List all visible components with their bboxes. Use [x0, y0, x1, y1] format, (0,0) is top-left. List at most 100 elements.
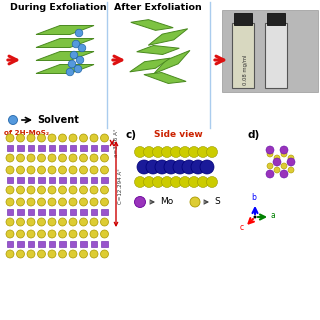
Circle shape [6, 134, 14, 142]
Circle shape [173, 160, 187, 174]
Circle shape [90, 154, 98, 162]
Bar [101, 241, 108, 247]
Circle shape [37, 250, 45, 258]
Circle shape [69, 230, 77, 238]
Circle shape [267, 163, 273, 169]
Bar [7, 209, 13, 215]
Circle shape [27, 186, 35, 194]
Circle shape [171, 147, 181, 157]
Circle shape [75, 29, 83, 37]
Circle shape [90, 230, 98, 238]
Circle shape [37, 230, 45, 238]
Circle shape [79, 186, 87, 194]
Text: During Exfoliation: During Exfoliation [10, 3, 106, 12]
Circle shape [6, 186, 14, 194]
Circle shape [137, 160, 151, 174]
Polygon shape [137, 45, 179, 54]
Bar [17, 177, 24, 183]
Circle shape [37, 134, 45, 142]
Circle shape [180, 177, 190, 188]
Circle shape [17, 186, 25, 194]
Circle shape [74, 65, 82, 73]
Text: c): c) [125, 130, 136, 140]
Bar [38, 241, 45, 247]
Circle shape [27, 198, 35, 206]
Circle shape [27, 154, 35, 162]
Circle shape [100, 134, 108, 142]
Circle shape [6, 218, 14, 226]
Circle shape [66, 68, 74, 76]
Text: C=12.294 A°: C=12.294 A° [118, 168, 123, 204]
Circle shape [17, 218, 25, 226]
Circle shape [281, 151, 287, 157]
Circle shape [17, 134, 25, 142]
Circle shape [27, 250, 35, 258]
Bar [7, 145, 13, 151]
Circle shape [17, 230, 25, 238]
Bar [267, 13, 285, 25]
Circle shape [27, 134, 35, 142]
Bar [7, 177, 13, 183]
Circle shape [134, 196, 146, 207]
Text: c: c [240, 223, 244, 232]
Circle shape [59, 250, 67, 258]
Circle shape [6, 166, 14, 174]
Circle shape [37, 218, 45, 226]
Circle shape [79, 166, 87, 174]
Circle shape [59, 166, 67, 174]
Circle shape [266, 146, 274, 154]
Bar [101, 177, 108, 183]
Circle shape [48, 250, 56, 258]
Polygon shape [131, 20, 173, 30]
Circle shape [100, 218, 108, 226]
Bar [232, 23, 254, 88]
Circle shape [188, 177, 199, 188]
Circle shape [190, 197, 200, 207]
Circle shape [100, 154, 108, 162]
Bar [91, 241, 97, 247]
Circle shape [134, 147, 146, 157]
Circle shape [48, 166, 56, 174]
Circle shape [171, 177, 181, 188]
Circle shape [100, 186, 108, 194]
Circle shape [288, 167, 294, 173]
Circle shape [17, 250, 25, 258]
Circle shape [153, 177, 164, 188]
Circle shape [266, 170, 274, 178]
Circle shape [48, 186, 56, 194]
Circle shape [69, 186, 77, 194]
Bar [38, 145, 45, 151]
Circle shape [48, 134, 56, 142]
Bar [28, 209, 34, 215]
Circle shape [164, 160, 178, 174]
Circle shape [79, 134, 87, 142]
Bar [17, 145, 24, 151]
Bar [80, 241, 87, 247]
Circle shape [79, 218, 87, 226]
Circle shape [90, 186, 98, 194]
Text: a: a [271, 211, 276, 220]
Circle shape [100, 230, 108, 238]
Bar [234, 13, 252, 25]
Circle shape [37, 198, 45, 206]
Circle shape [100, 250, 108, 258]
Circle shape [280, 146, 288, 154]
Bar [49, 209, 55, 215]
Circle shape [69, 166, 77, 174]
Circle shape [6, 154, 14, 162]
Circle shape [90, 198, 98, 206]
Circle shape [37, 166, 45, 174]
Circle shape [27, 230, 35, 238]
Circle shape [69, 198, 77, 206]
Circle shape [162, 177, 172, 188]
Circle shape [78, 44, 86, 52]
Bar [91, 209, 97, 215]
Polygon shape [36, 38, 94, 47]
Bar [7, 241, 13, 247]
Bar [38, 177, 45, 183]
Text: Side view: Side view [154, 130, 202, 139]
Circle shape [281, 163, 287, 169]
Circle shape [90, 218, 98, 226]
Circle shape [274, 167, 280, 173]
Bar [101, 209, 108, 215]
